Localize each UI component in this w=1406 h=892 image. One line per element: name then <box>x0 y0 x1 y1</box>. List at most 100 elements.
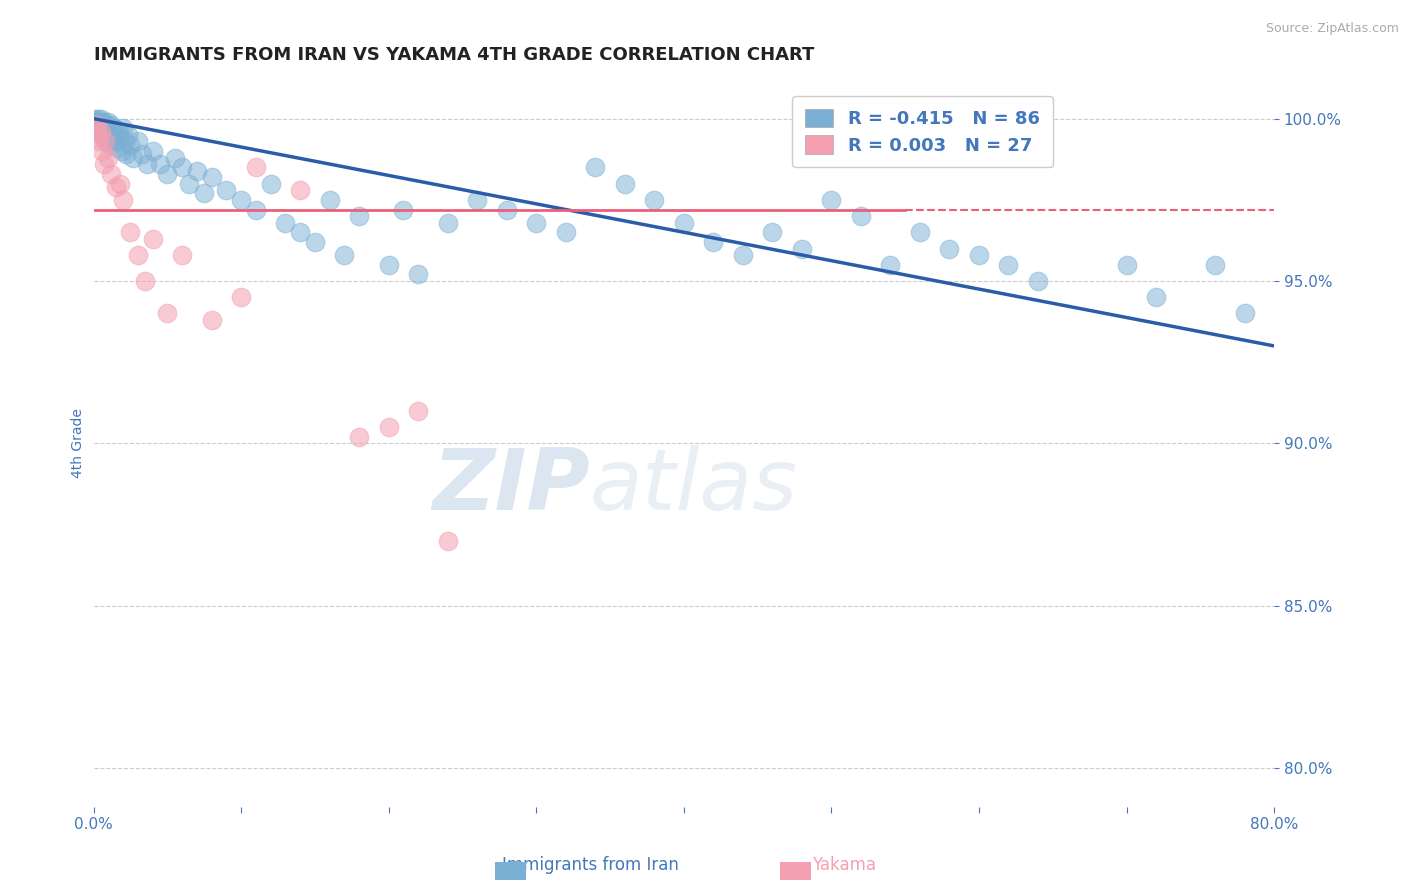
Point <box>186 163 208 178</box>
Point <box>849 209 872 223</box>
Point <box>967 248 990 262</box>
Point <box>672 215 695 229</box>
Point <box>91 144 114 158</box>
Point <box>643 193 665 207</box>
Y-axis label: 4th Grade: 4th Grade <box>72 409 86 478</box>
Point <box>120 137 142 152</box>
Text: IMMIGRANTS FROM IRAN VS YAKAMA 4TH GRADE CORRELATION CHART: IMMIGRANTS FROM IRAN VS YAKAMA 4TH GRADE… <box>94 46 814 64</box>
Point <box>104 179 127 194</box>
Point <box>87 112 110 126</box>
Point <box>110 144 132 158</box>
Point <box>156 306 179 320</box>
Point <box>114 134 136 148</box>
Point <box>131 147 153 161</box>
Point <box>112 121 135 136</box>
Point <box>127 248 149 262</box>
Point <box>101 128 124 142</box>
Point <box>86 118 108 132</box>
Point <box>377 420 399 434</box>
Point <box>134 274 156 288</box>
Point <box>122 151 145 165</box>
Point <box>377 258 399 272</box>
Point <box>1233 306 1256 320</box>
Point <box>179 177 201 191</box>
Point <box>117 128 139 142</box>
Point <box>91 128 114 142</box>
Point <box>820 193 842 207</box>
Point <box>149 157 172 171</box>
Point <box>94 134 117 148</box>
Point <box>231 193 253 207</box>
Point <box>107 125 129 139</box>
Point <box>97 115 120 129</box>
Point <box>97 151 120 165</box>
Point <box>997 258 1019 272</box>
Point <box>761 225 783 239</box>
Point <box>93 125 115 139</box>
Point <box>135 157 157 171</box>
Point <box>100 118 122 132</box>
Point <box>1115 258 1137 272</box>
Point <box>524 215 547 229</box>
Point <box>90 118 112 132</box>
Point <box>94 131 117 145</box>
Point <box>554 225 576 239</box>
Point <box>318 193 340 207</box>
Point <box>201 170 224 185</box>
Point <box>259 177 281 191</box>
Point <box>87 128 110 142</box>
Point <box>879 258 901 272</box>
Point <box>96 134 118 148</box>
Point <box>347 209 370 223</box>
Point <box>1026 274 1049 288</box>
Point <box>1204 258 1226 272</box>
Point <box>245 161 267 175</box>
Point <box>89 134 111 148</box>
Point <box>142 232 165 246</box>
Point <box>215 183 238 197</box>
Text: atlas: atlas <box>589 445 797 528</box>
Point <box>90 112 112 126</box>
Point <box>231 290 253 304</box>
Point <box>333 248 356 262</box>
Point <box>89 115 111 129</box>
Point <box>583 161 606 175</box>
Point <box>89 125 111 139</box>
Point <box>91 121 114 136</box>
Point <box>108 177 131 191</box>
Point <box>156 167 179 181</box>
Point <box>87 121 110 136</box>
Point <box>93 115 115 129</box>
Point <box>908 225 931 239</box>
Point <box>731 248 754 262</box>
Text: ZIP: ZIP <box>432 445 589 528</box>
Point <box>613 177 636 191</box>
Point <box>112 193 135 207</box>
Point <box>86 115 108 129</box>
Point <box>163 151 186 165</box>
Text: Immigrants from Iran: Immigrants from Iran <box>502 855 679 873</box>
Point <box>94 118 117 132</box>
Point <box>108 131 131 145</box>
Point <box>406 404 429 418</box>
Point <box>115 147 138 161</box>
Point <box>304 235 326 249</box>
Point <box>172 248 194 262</box>
Point <box>938 242 960 256</box>
Point <box>1144 290 1167 304</box>
Point <box>120 225 142 239</box>
Point <box>93 157 115 171</box>
Point <box>790 242 813 256</box>
Point <box>98 125 121 139</box>
Point <box>103 121 125 136</box>
Point <box>274 215 297 229</box>
Point <box>245 202 267 217</box>
Point <box>104 134 127 148</box>
Point <box>127 134 149 148</box>
Point <box>406 268 429 282</box>
Point <box>142 144 165 158</box>
Point <box>495 202 517 217</box>
Point <box>98 137 121 152</box>
Point <box>172 161 194 175</box>
Point <box>436 533 458 548</box>
